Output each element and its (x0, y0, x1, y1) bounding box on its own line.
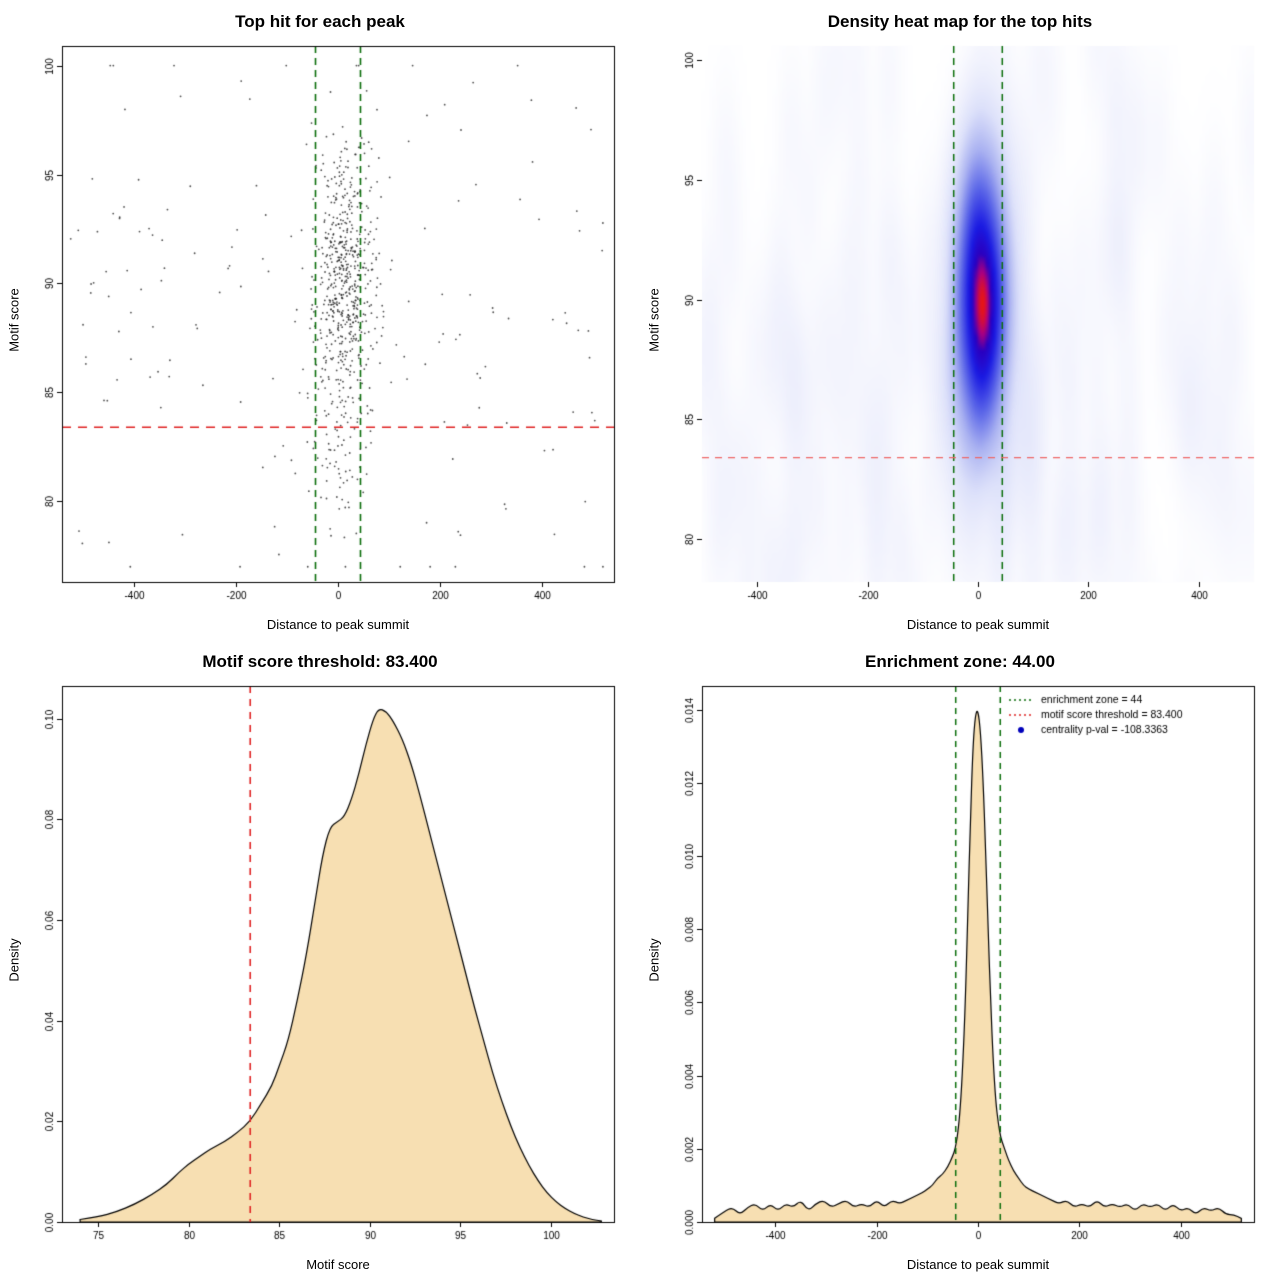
x-axis-label: Motif score (306, 1257, 370, 1272)
x-axis-label: Distance to peak summit (266, 617, 410, 632)
heatmap-canvas (640, 0, 1280, 640)
y-axis-label: Density (646, 938, 662, 982)
motif-density-canvas (0, 640, 640, 1280)
y-axis-label: Density (6, 938, 22, 982)
x-axis-label: Distance to peak summit (906, 1257, 1050, 1272)
y-axis-label: Motif score (6, 288, 22, 352)
panel-title: Top hit for each peak (235, 12, 405, 31)
panel-title: Enrichment zone: 44.00 (865, 652, 1055, 671)
panel-distance-density: Enrichment zone: 44.00 Distance to peak … (640, 640, 1280, 1280)
y-axis-label: Motif score (646, 288, 662, 352)
distance-density-canvas (640, 640, 1280, 1280)
panel-title: Motif score threshold: 83.400 (202, 652, 438, 671)
panel-density-heatmap: Density heat map for the top hits Distan… (640, 0, 1280, 640)
panel-motif-score-density: Motif score threshold: 83.400 Motif scor… (0, 640, 640, 1280)
x-axis-label: Distance to peak summit (906, 617, 1050, 632)
panel-scatter-top-hits: Top hit for each peak Distance to peak s… (0, 0, 640, 640)
scatter-canvas (0, 0, 640, 640)
panel-title: Density heat map for the top hits (827, 12, 1093, 31)
